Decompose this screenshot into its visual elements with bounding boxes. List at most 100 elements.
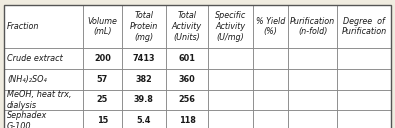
Bar [288,110,337,128]
Bar [253,110,288,128]
Text: Total
Activity
(Units): Total Activity (Units) [172,11,202,42]
Bar [83,90,122,110]
Bar [83,69,122,90]
Bar [83,5,122,48]
Bar [288,90,337,110]
Bar [166,48,208,69]
Bar [83,48,122,69]
Bar [122,48,166,69]
Bar [4,5,83,48]
Text: Volume
(mL): Volume (mL) [87,17,117,36]
Bar [208,69,253,90]
Bar [122,110,166,128]
Text: Total
Protein
(mg): Total Protein (mg) [130,11,158,42]
Bar [337,90,391,110]
Bar [253,110,288,128]
Bar [83,69,122,90]
Bar [288,5,337,48]
Bar [166,90,208,110]
Bar [253,5,288,48]
Text: Crude extract: Crude extract [7,54,63,63]
Bar [253,69,288,90]
Text: Fraction: Fraction [7,22,40,31]
Bar [4,90,83,110]
Text: 25: 25 [97,95,108,104]
Bar [253,69,288,90]
Bar [208,110,253,128]
Bar [288,110,337,128]
Text: 7413: 7413 [133,54,155,63]
Bar [337,69,391,90]
Text: 5.4: 5.4 [137,116,151,125]
Text: 601: 601 [179,54,196,63]
Bar [122,69,166,90]
Text: Sephadex
G-100: Sephadex G-100 [7,111,47,128]
Bar [4,5,83,48]
Bar [122,5,166,48]
Bar [166,69,208,90]
Bar [253,48,288,69]
Bar [83,90,122,110]
Bar [253,5,288,48]
Bar [337,5,391,48]
Bar [288,48,337,69]
Bar [208,90,253,110]
Text: 39.8: 39.8 [134,95,154,104]
Text: Purification
(n-fold): Purification (n-fold) [290,17,335,36]
Bar [4,90,83,110]
Bar [208,48,253,69]
Bar [208,5,253,48]
Bar [337,48,391,69]
Bar [83,110,122,128]
Bar [288,69,337,90]
Text: Specific
Activity
(U/mg): Specific Activity (U/mg) [215,11,246,42]
Bar [122,90,166,110]
Bar [208,5,253,48]
Bar [4,69,83,90]
Bar [4,110,83,128]
Bar [337,48,391,69]
Bar [122,48,166,69]
Bar [122,110,166,128]
Bar [253,90,288,110]
Bar [337,69,391,90]
Text: 57: 57 [97,75,108,84]
Bar [166,110,208,128]
Bar [253,48,288,69]
Text: 200: 200 [94,54,111,63]
Bar [337,90,391,110]
Bar [288,48,337,69]
Bar [288,5,337,48]
Bar [166,5,208,48]
Text: MeOH, heat trx,
dialysis: MeOH, heat trx, dialysis [7,90,71,110]
Bar [166,110,208,128]
Bar [4,110,83,128]
Bar [166,69,208,90]
Bar [288,90,337,110]
Text: 118: 118 [179,116,196,125]
Text: 15: 15 [97,116,108,125]
Bar [4,48,83,69]
Bar [337,5,391,48]
Bar [122,5,166,48]
Text: (NH₄)₂SO₄: (NH₄)₂SO₄ [7,75,47,84]
Bar [208,110,253,128]
Bar [4,48,83,69]
Bar [337,110,391,128]
Text: Degree  of
Purification: Degree of Purification [342,17,387,36]
Bar [166,48,208,69]
Bar [83,5,122,48]
Bar [83,110,122,128]
Bar [122,90,166,110]
Text: 360: 360 [179,75,196,84]
Text: 256: 256 [179,95,196,104]
Bar [122,69,166,90]
Bar [166,90,208,110]
Bar [337,110,391,128]
Bar [166,5,208,48]
Bar [4,69,83,90]
Text: % Yield
(%): % Yield (%) [256,17,285,36]
Text: 382: 382 [135,75,152,84]
Bar [288,69,337,90]
Bar [83,48,122,69]
